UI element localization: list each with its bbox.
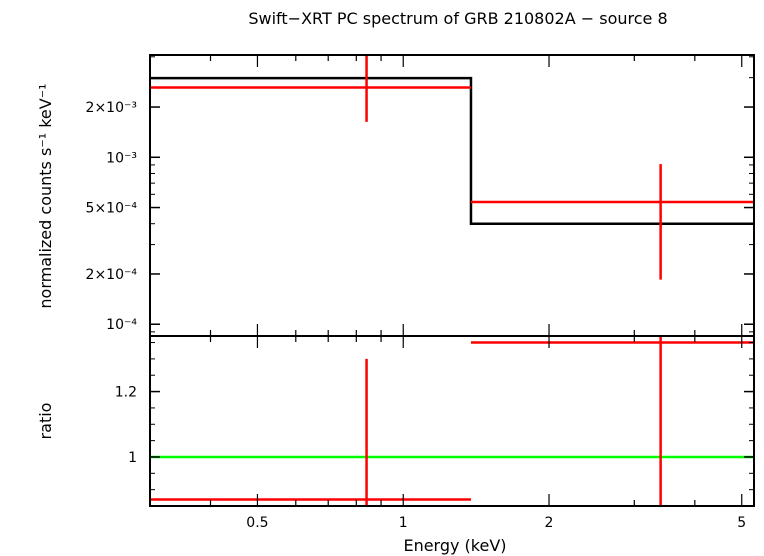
y-tick-label-spectrum: 2×10⁻⁴ [86, 267, 138, 283]
y-tick-label-ratio: 1 [128, 450, 137, 466]
x-tick-label: 2 [545, 515, 554, 531]
panel-frame-spectrum [149, 54, 755, 337]
chart-title: Swift−XRT PC spectrum of GRB 210802A − s… [248, 9, 667, 28]
y-axis-label-ratio: ratio [36, 403, 55, 440]
x-tick-label: 5 [737, 515, 746, 531]
data-point-ratio-1 [150, 358, 471, 506]
data-point-spectrum-1 [150, 55, 471, 122]
y-tick-label-spectrum: 2×10⁻³ [86, 100, 137, 116]
panel-ratio: 11.2 [115, 335, 755, 507]
data-point-ratio-2 [470, 336, 754, 506]
y-axis-label-spectrum: normalized counts s⁻¹ keV⁻¹ [36, 83, 55, 308]
y-tick-label-ratio: 1.2 [115, 385, 137, 401]
x-tick-label: 0.5 [246, 515, 268, 531]
panel-spectrum: 10⁻⁴ 2×10⁻⁴ 5×10⁻⁴ 10⁻³ 2×10⁻³ [86, 54, 755, 337]
x-axis-label: Energy (keV) [403, 536, 506, 555]
data-point-spectrum-2 [470, 164, 754, 280]
y-tick-label-spectrum: 10⁻⁴ [106, 317, 137, 333]
model-step-line [150, 76, 754, 225]
panel-frame-ratio [149, 335, 755, 507]
y-tick-label-spectrum: 10⁻³ [106, 150, 137, 166]
plot-layer: 10⁻⁴2×10⁻⁴5×10⁻⁴10⁻³2×10⁻³11.20.5 1 2 5 [86, 54, 755, 531]
x-tick-label: 1 [399, 515, 408, 531]
y-tick-label-spectrum: 5×10⁻⁴ [86, 201, 138, 217]
